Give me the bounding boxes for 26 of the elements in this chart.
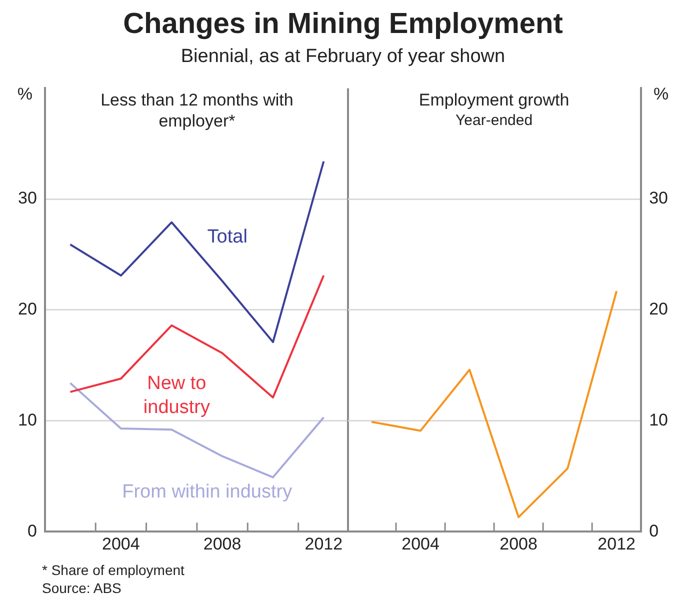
series-label: From within industry	[122, 482, 293, 503]
text: Year-ended	[456, 112, 533, 129]
y-axis-title: %	[17, 84, 32, 104]
x-tick-label: 2012	[304, 534, 343, 554]
chart-title: Employment growth	[418, 90, 570, 110]
y-tick-label: 20	[649, 300, 668, 319]
text: * Share of employment	[42, 562, 184, 578]
text: Changes in Mining Employment	[122, 8, 564, 41]
y-tick-label: 30	[649, 188, 668, 208]
text: Biennial, as at February of year shown	[180, 46, 506, 68]
series-label: Total	[207, 226, 248, 248]
x-tick-label: 2008	[500, 534, 538, 554]
y-tick-label: 10	[649, 410, 668, 430]
y-tick-label: 0	[27, 521, 37, 540]
y-tick-label: 10	[18, 410, 37, 430]
y-axis-title: %	[654, 84, 669, 104]
x-tick-label: 2008	[203, 534, 242, 554]
source-note: Source: ABS	[42, 580, 122, 596]
series-label: New to industry	[143, 372, 210, 418]
x-tick-label: 2004	[102, 534, 140, 554]
x-tick-label: 2004	[402, 534, 440, 554]
x-tick-label: 2012	[598, 534, 636, 554]
y-tick-label: 30	[18, 188, 37, 208]
y-tick-label: 20	[18, 300, 37, 319]
y-tick-label: 0	[649, 521, 659, 540]
text: Less than 12 months with employer*	[100, 90, 294, 130]
